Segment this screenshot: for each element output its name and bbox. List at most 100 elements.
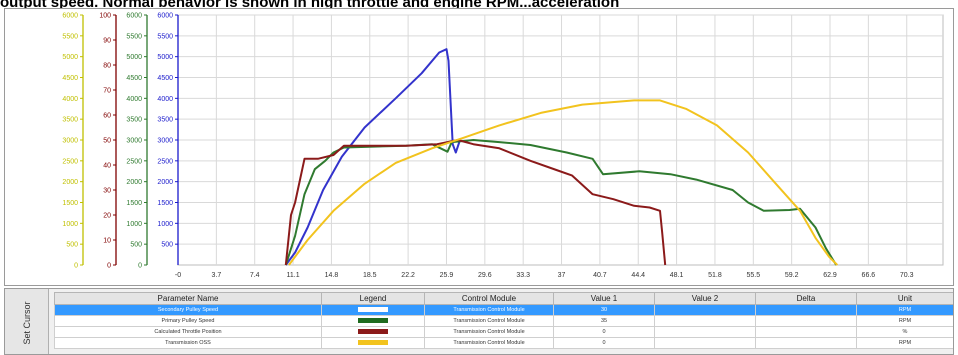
x-tick-label: 37 [558,272,566,279]
speed-axis-green-tick-label: 4000 [126,96,142,103]
speed-axis-blue-tick-label: 1000 [157,221,173,228]
x-tick-label: 22.2 [401,272,415,279]
control-module-cell: Transmission Control Module [424,315,554,327]
unit-cell: % [856,326,953,338]
legend-swatch [358,318,388,324]
value-2-cell [654,315,756,327]
speed-axis-6000-tick-label: 0 [74,263,78,270]
percent-axis-tick-label: 0 [107,263,111,270]
x-tick-label: 40.7 [593,272,607,279]
header-delta[interactable]: Delta [755,292,857,305]
speed-axis-green-tick-label: 2500 [126,158,142,165]
header-value-1[interactable]: Value 1 [553,292,655,305]
x-tick-label: 25.9 [440,272,454,279]
speed-axis-6000-tick-label: 4500 [62,75,78,82]
legend-swatch [358,329,388,335]
speed-axis-blue-tick-label: 1500 [157,200,173,207]
speed-axis-6000-tick-label: 4000 [62,96,78,103]
parameter-name-cell: Transmission OSS [54,337,322,349]
legend-cell [321,304,425,316]
speed-axis-green-tick-label: 5500 [126,33,142,40]
control-module-cell: Transmission Control Module [424,304,554,316]
chart-panel[interactable]: -0 3.7 7.4 11.1 14.8 18.5 22.2 25.9 29.6 33.3 37 40… [4,8,954,286]
x-tick-label: 44.4 [631,272,645,279]
series-line-secondary-pulley-speed [284,48,461,266]
parameter-table-panel: Set Cursor Parameter Name Legend Control… [4,288,954,355]
speed-axis-blue-tick-label: 5000 [157,54,173,61]
control-module-cell: Transmission Control Module [424,326,554,338]
value-1-cell: 35 [553,315,655,327]
caption-banner: output speed. Normal behavior is shown i… [0,0,620,10]
value-2-cell [654,326,756,338]
series-line-transmission-oss [288,99,839,266]
x-tick-label: 62.9 [823,272,837,279]
table-row[interactable]: Primary Pulley Speed Transmission Control… [54,315,953,327]
value-1-cell: 0 [553,326,655,338]
x-tick-label: 18.5 [363,272,377,279]
speed-axis-green-tick-label: 3500 [126,117,142,124]
speed-axis-green-tick-label: 5000 [126,54,142,61]
delta-cell [755,326,857,338]
percent-axis-tick-label: 60 [103,113,111,120]
control-module-cell: Transmission Control Module [424,337,554,349]
speed-axis-blue-tick-label: 4000 [157,96,173,103]
speed-axis-6000-tick-label: 2000 [62,179,78,186]
speed-axis-blue-tick-label: 3000 [157,138,173,145]
header-parameter-name[interactable]: Parameter Name [54,292,322,305]
percent-axis-tick-label: 70 [103,88,111,95]
unit-cell: RPM [856,315,953,327]
header-control-module[interactable]: Control Module [424,292,554,305]
parameter-name-cell: Calculated Throttle Position [54,326,322,338]
x-tick-label: 66.6 [862,272,876,279]
header-value-2[interactable]: Value 2 [654,292,756,305]
percent-axis-tick-label: 90 [103,38,111,45]
percent-axis-tick-label: 10 [103,238,111,245]
parameter-name-cell: Secondary Pulley Speed [54,304,322,316]
header-legend[interactable]: Legend [321,292,425,305]
speed-axis-6000-tick-label: 2500 [62,158,78,165]
x-tick-label: 11.1 [287,272,300,279]
legend-swatch [358,307,388,313]
speed-axis-6000-tick-label: 500 [66,242,78,249]
table-row[interactable]: Secondary Pulley Speed Transmission Contr… [54,304,953,316]
value-1-cell: 30 [553,304,655,316]
percent-axis-tick-label: 80 [103,63,111,70]
x-tick-label: 14.8 [325,272,339,279]
x-tick-label: 7.4 [250,272,260,279]
percent-axis-tick-label: 20 [103,213,111,220]
legend-swatch [358,340,388,346]
x-tick-label: 70.3 [900,272,914,279]
legend-cell [321,326,425,338]
x-tick-label: -0 [175,272,181,279]
x-tick-label: 59.2 [785,272,799,279]
x-tick-label: 51.8 [708,272,722,279]
speed-axis-6000-tick-label: 5500 [62,33,78,40]
speed-axis-blue-tick-label: 3500 [157,117,173,124]
value-2-cell [654,337,756,349]
percent-axis-tick-label: 40 [103,163,111,170]
value-2-cell [654,304,756,316]
x-tick-label: 3.7 [211,272,221,279]
table-header-row: Parameter Name Legend Control Module Val… [54,292,953,305]
header-unit[interactable]: Unit [856,292,953,305]
legend-cell [321,315,425,327]
speed-axis-blue-tick-label: 500 [161,242,173,249]
delta-cell [755,337,857,349]
speed-axis-blue-tick-label: 5500 [157,33,173,40]
table-row[interactable]: Calculated Throttle Position Transmission… [54,326,953,338]
percent-axis-tick-label: 30 [103,188,111,195]
unit-cell: RPM [856,337,953,349]
speed-axis-green-tick-label: 3000 [126,138,142,145]
parameter-table: Parameter Name Legend Control Module Val… [54,292,953,349]
percent-axis-tick-label: 100 [99,13,111,20]
speed-axis-6000-tick-label: 3000 [62,138,78,145]
table-row[interactable]: Transmission OSS Transmission Control Mod… [54,337,953,349]
value-1-cell: 0 [553,337,655,349]
set-cursor-tab[interactable]: Set Cursor [5,289,49,354]
parameter-name-cell: Primary Pulley Speed [54,315,322,327]
line-chart[interactable]: -0 3.7 7.4 11.1 14.8 18.5 22.2 25.9 29.6 33.3 37 40… [5,9,953,285]
speed-axis-blue-tick-label: 6000 [157,13,173,20]
x-tick-label: 55.5 [746,272,760,279]
speed-axis-6000-tick-label: 3500 [62,117,78,124]
delta-cell [755,315,857,327]
